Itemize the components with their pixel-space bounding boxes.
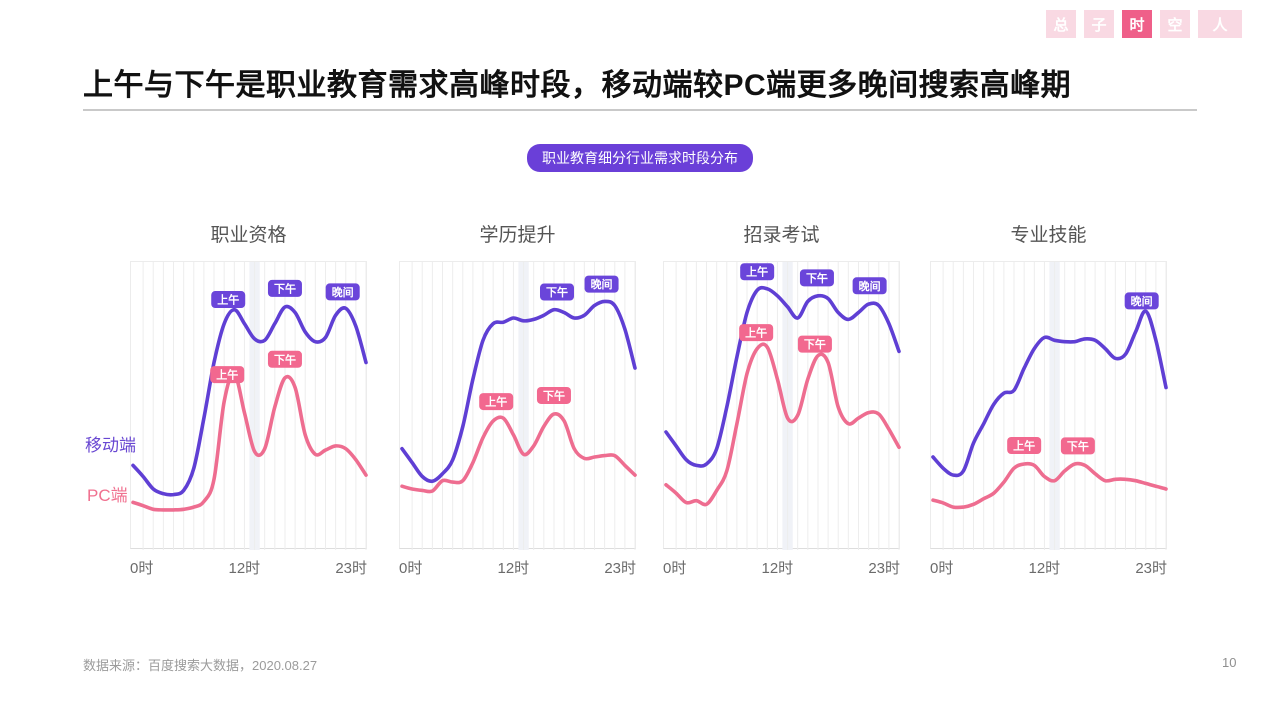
mobile-line: [131, 304, 368, 497]
axis-tick: 12时: [228, 560, 261, 577]
svg-text:下午: 下午: [546, 285, 568, 299]
svg-text:下午: 下午: [274, 352, 296, 366]
svg-text:上午: 上午: [485, 395, 507, 409]
tab-kong[interactable]: 空: [1160, 10, 1190, 38]
svg-text:晚间: 晚间: [859, 279, 881, 293]
peak-badge: 上午: [211, 291, 246, 309]
chart-canvas: 上午下午晚间上午下午: [131, 262, 368, 550]
pc-line: [400, 411, 637, 494]
svg-text:下午: 下午: [806, 271, 828, 285]
svg-text:晚间: 晚间: [332, 285, 354, 299]
chart-title: 职业资格: [210, 225, 287, 246]
mobile-line: [400, 299, 637, 484]
chart-plot: 上午 下午 晚间 上午 下午: [130, 261, 368, 550]
x-axis-ticks: 0时 12时 23时: [130, 557, 367, 578]
peak-badge: 下午: [799, 269, 834, 287]
axis-tick: 23时: [868, 560, 900, 577]
page-number: 10: [1222, 655, 1237, 670]
chart-plot: 下午 晚间上午 下午: [399, 261, 637, 550]
axis-tick: 0时: [130, 560, 154, 577]
svg-text:晚间: 晚间: [591, 277, 613, 291]
svg-text:晚间: 晚间: [1131, 294, 1153, 308]
chart-title: 学历提升: [479, 225, 556, 246]
svg-text:下午: 下午: [804, 337, 826, 351]
nav-tabs: 总 子 时 空 人: [1046, 10, 1242, 38]
chart-recruitment-exam: 招录考试 上午 下午 晚间 上午 下午 0时 12时 23时: [663, 220, 901, 578]
peak-badge: 下午: [536, 386, 571, 404]
svg-text:上午: 上午: [216, 368, 238, 382]
tab-zi[interactable]: 子: [1084, 10, 1114, 38]
axis-tick: 12时: [497, 560, 530, 577]
peak-badge: 晚间: [584, 275, 619, 293]
peak-badge: 上午: [210, 366, 245, 384]
pc-line: [664, 342, 901, 507]
legend-pc-label: PC端: [87, 486, 128, 505]
svg-text:上午: 上午: [217, 293, 239, 307]
x-axis-ticks: 0时 12时 23时: [663, 557, 900, 578]
legend-mobile-label: 移动端: [85, 436, 136, 455]
chart-title: 专业技能: [1010, 225, 1087, 246]
data-source-note: 数据来源：百度搜索大数据，2020.08.27: [83, 658, 318, 673]
svg-text:上午: 上午: [746, 265, 768, 279]
svg-text:下午: 下午: [274, 281, 296, 295]
svg-text:上午: 上午: [745, 326, 767, 340]
peak-badge: 晚间: [1124, 292, 1159, 310]
peak-badge: 上午: [740, 263, 775, 281]
axis-tick: 12时: [761, 560, 794, 577]
title-divider: [83, 109, 1197, 111]
x-axis-ticks: 0时 12时 23时: [930, 557, 1167, 578]
svg-text:下午: 下午: [543, 388, 565, 402]
chart-vocational-qualification: 职业资格 上午 下午 晚间 上午 下午 0时 12时 23时: [130, 220, 368, 578]
peak-badge: 上午: [1007, 436, 1042, 454]
tab-shi[interactable]: 时: [1122, 10, 1152, 38]
axis-tick: 0时: [930, 560, 954, 577]
page-title: 上午与下午是职业教育需求高峰时段，移动端较PC端更多晚间搜索高峰期: [83, 69, 1072, 102]
axis-tick: 0时: [663, 560, 687, 577]
axis-tick: 23时: [335, 560, 367, 577]
mobile-line: [931, 309, 1168, 478]
peak-badge: 下午: [267, 279, 302, 297]
peak-badge: 下午: [797, 335, 832, 353]
mobile-line: [664, 285, 901, 468]
pc-line: [931, 461, 1168, 510]
chart-plot: 晚间上午 下午: [930, 261, 1168, 550]
axis-tick: 0时: [399, 560, 423, 577]
chart-title: 招录考试: [743, 225, 820, 246]
peak-badge: 下午: [267, 350, 302, 368]
tab-zong[interactable]: 总: [1046, 10, 1076, 38]
peak-badge: 下午: [539, 283, 574, 301]
x-axis-ticks: 0时 12时 23时: [399, 557, 636, 578]
axis-tick: 12时: [1028, 560, 1061, 577]
axis-tick: 23时: [604, 560, 636, 577]
tab-ren[interactable]: 人: [1198, 10, 1242, 38]
peak-badge: 上午: [739, 324, 774, 342]
subtitle-badge: 职业教育细分行业需求时段分布: [527, 144, 753, 172]
peak-badge: 晚间: [852, 277, 887, 295]
chart-plot: 上午 下午 晚间 上午 下午: [663, 261, 901, 550]
axis-tick: 23时: [1135, 560, 1167, 577]
pc-line: [131, 371, 368, 512]
chart-degree-improvement: 学历提升 下午 晚间上午 下午 0时 12时 23时: [399, 220, 637, 578]
peak-badge: 上午: [479, 393, 514, 411]
peak-badge: 晚间: [325, 283, 360, 301]
peak-badge: 下午: [1060, 437, 1095, 455]
chart-professional-skills: 专业技能 晚间上午 下午 0时 12时 23时: [930, 220, 1168, 578]
svg-text:下午: 下午: [1067, 439, 1089, 453]
svg-text:上午: 上午: [1013, 438, 1035, 452]
